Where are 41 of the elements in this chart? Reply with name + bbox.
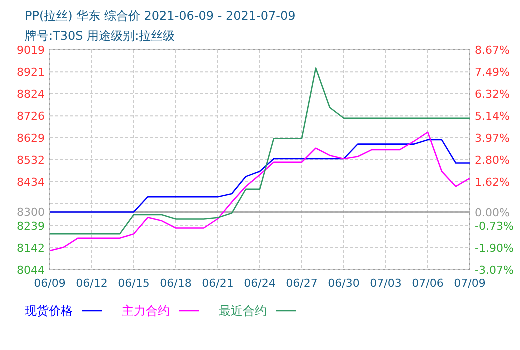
y-tick-label: 8726 <box>17 110 45 124</box>
y-tick-label: 9019 <box>17 44 45 57</box>
y-tick-label: 8629 <box>17 132 45 145</box>
y-tick-label: 8532 <box>17 154 45 167</box>
chart-title: PP(拉丝) 华东 综合价 2021-06-09 - 2021-07-09 <box>25 9 296 23</box>
y-tick-label: 8142 <box>17 242 45 255</box>
y2-tick-label: 5.14% <box>475 110 510 124</box>
y2-tick-label: 2.80% <box>475 154 510 167</box>
y-tick-label: 8300 <box>17 206 45 220</box>
x-tick-label: 06/24 <box>244 277 276 290</box>
x-tick-label: 06/12 <box>76 277 108 290</box>
y2-tick-label: 0.00% <box>475 206 510 220</box>
y2-tick-label: 8.67% <box>475 44 510 57</box>
chart-subtitle: 牌号:T30S 用途级别:拉丝级 <box>25 29 176 43</box>
legend-label: 最近合约 <box>219 304 267 318</box>
y-tick-label: 8824 <box>17 88 45 101</box>
y-tick-label: 8044 <box>17 264 45 277</box>
x-tick-label: 06/18 <box>160 277 192 290</box>
x-tick-label: 06/21 <box>202 277 234 290</box>
x-tick-label: 06/30 <box>328 277 360 290</box>
line-series <box>49 68 471 235</box>
x-tick-label: 07/09 <box>454 277 486 290</box>
y2-tick-label: -0.73% <box>475 220 514 234</box>
y-tick-label: 8434 <box>17 176 45 189</box>
y2-tick-label: -3.07% <box>475 264 514 277</box>
y2-tick-label: 3.97% <box>475 132 510 146</box>
y2-tick-label: 7.49% <box>475 66 510 80</box>
x-tick-label: 07/03 <box>370 277 402 290</box>
y2-tick-label: 6.32% <box>475 88 510 102</box>
line-series <box>49 139 471 213</box>
y-tick-label: 8921 <box>17 66 45 80</box>
x-tick-label: 06/27 <box>286 277 318 290</box>
legend-label: 现货价格 <box>25 304 73 318</box>
y2-tick-label: 1.62% <box>475 176 510 190</box>
x-tick-label: 06/15 <box>118 277 150 290</box>
x-tick-label: 07/06 <box>412 277 444 290</box>
y2-tick-label: -1.90% <box>475 242 514 256</box>
legend-label: 主力合约 <box>122 304 170 318</box>
y-tick-label: 8239 <box>17 220 45 233</box>
line-series <box>49 132 471 252</box>
x-tick-label: 06/09 <box>34 277 66 290</box>
